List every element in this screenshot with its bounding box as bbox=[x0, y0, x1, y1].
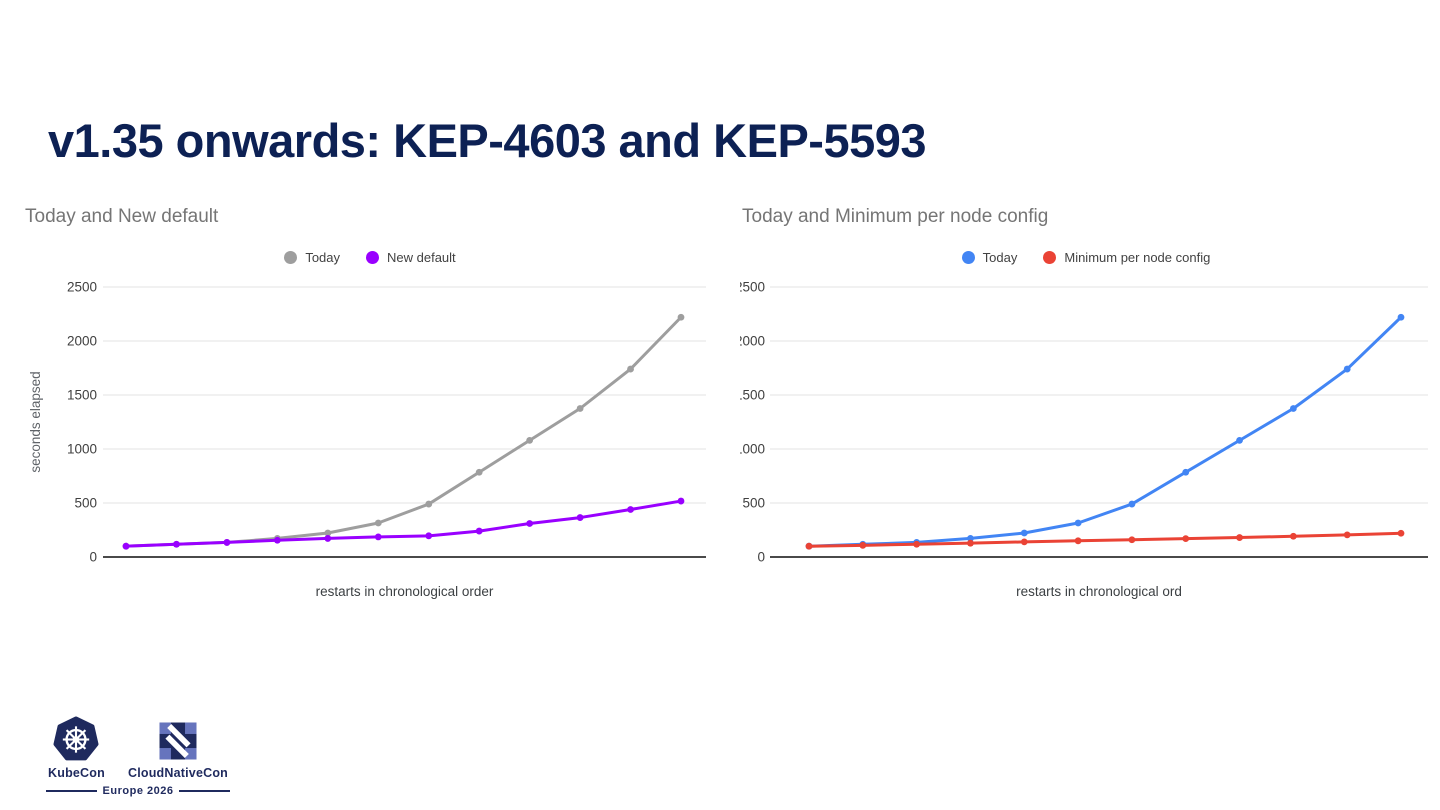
conference-branding: KubeCon CloudNativeCon Europe 2026 bbox=[46, 716, 231, 797]
event-line-right bbox=[179, 790, 231, 792]
event-label: Europe 2026 bbox=[102, 785, 174, 797]
y-tick-labels: 0 500 1000 1500 2000 2500 bbox=[67, 280, 97, 565]
legend-dot-min-per-node bbox=[1043, 250, 1057, 264]
left-chart-legend: Today New default bbox=[24, 247, 716, 267]
y-tick-labels: 0 500 1000 1500 2000 2500 bbox=[740, 280, 765, 565]
legend-label-today: Today bbox=[305, 249, 341, 265]
x-axis-title: restarts in chronological ord bbox=[1016, 584, 1182, 599]
cloudnativecon-logo: CloudNativeCon bbox=[128, 719, 228, 780]
legend-item-today: Today bbox=[961, 249, 1018, 265]
series-minimum-per-node-config bbox=[805, 529, 1405, 550]
legend-label-today: Today bbox=[982, 249, 1018, 265]
event-line-left bbox=[46, 790, 97, 792]
legend-item-min-per-node: Minimum per node config bbox=[1043, 250, 1210, 265]
svg-text:1500: 1500 bbox=[740, 388, 765, 403]
legend-item-new-default: New default bbox=[366, 250, 456, 265]
svg-text:2000: 2000 bbox=[740, 334, 765, 349]
right-chart-legend: Today Minimum per node config bbox=[740, 247, 1432, 267]
right-chart-plot: 0 500 1000 1500 2000 2500 restarts in chronolo… bbox=[740, 280, 1428, 599]
kubecon-helm-icon bbox=[53, 716, 99, 761]
series-today bbox=[805, 313, 1405, 550]
svg-text:500: 500 bbox=[742, 496, 765, 511]
legend-dot-today bbox=[284, 250, 298, 264]
svg-text:500: 500 bbox=[74, 496, 97, 511]
gridlines bbox=[770, 286, 1428, 558]
legend-dot-new-default bbox=[366, 250, 380, 264]
svg-text:2500: 2500 bbox=[67, 280, 97, 295]
svg-text:1500: 1500 bbox=[67, 388, 97, 403]
cloudnativecon-label: CloudNativeCon bbox=[127, 766, 228, 780]
svg-text:0: 0 bbox=[89, 550, 97, 565]
right-chart-title: Today and Minimum per node config bbox=[742, 206, 1049, 227]
x-axis-title: restarts in chronological order bbox=[316, 584, 494, 599]
cloudnativecon-icon bbox=[159, 722, 197, 760]
svg-text:2000: 2000 bbox=[67, 334, 97, 349]
svg-text:0: 0 bbox=[757, 550, 765, 565]
kubecon-label: KubeCon bbox=[48, 766, 105, 780]
series-new-default bbox=[122, 497, 685, 550]
legend-label-min-per-node: Minimum per node config bbox=[1064, 249, 1211, 265]
y-axis-title: seconds elapsed bbox=[28, 371, 43, 472]
legend-dot-today bbox=[961, 250, 975, 264]
legend-label-new-default: New default bbox=[387, 249, 456, 265]
kubecon-logo: KubeCon bbox=[48, 716, 105, 780]
left-chart-title: Today and New default bbox=[25, 206, 219, 227]
gridlines bbox=[103, 286, 706, 558]
legend-item-today: Today bbox=[284, 250, 340, 265]
svg-text:1000: 1000 bbox=[740, 442, 765, 457]
event-row: Europe 2026 bbox=[46, 785, 231, 797]
logo-row: KubeCon CloudNativeCon bbox=[46, 716, 230, 780]
svg-text:1000: 1000 bbox=[67, 442, 97, 457]
left-chart-plot: 0 500 1000 1500 2000 2500 seconds elapsed resta… bbox=[28, 280, 706, 599]
slide-title: v1.35 onwards: KEP-4603 and KEP-5593 bbox=[48, 114, 927, 168]
svg-text:2500: 2500 bbox=[740, 280, 765, 295]
